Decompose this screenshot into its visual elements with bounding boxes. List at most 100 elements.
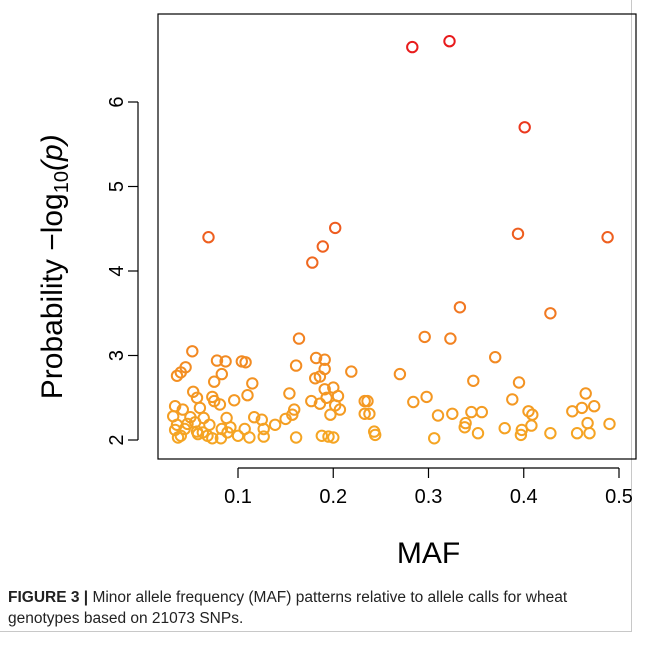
data-point	[363, 407, 376, 420]
data-point	[393, 367, 407, 381]
y-tick-label: 2	[106, 434, 128, 445]
y-ticks: 2 3 4 5 6	[106, 96, 138, 446]
data-point	[407, 395, 420, 409]
data-point	[522, 405, 535, 418]
data-point	[601, 231, 614, 244]
x-tick-label: 0.3	[415, 486, 443, 508]
figure-caption: FIGURE 3 | Minor allele frequency (MAF) …	[8, 587, 623, 629]
data-point	[506, 393, 519, 406]
data-point	[170, 369, 184, 382]
y-tick-label: 3	[106, 350, 128, 361]
data-point	[174, 366, 188, 379]
data-point	[196, 426, 210, 439]
data-point	[446, 407, 459, 420]
data-point	[525, 419, 538, 432]
data-point	[316, 240, 329, 253]
data-point	[279, 412, 292, 426]
data-point	[248, 411, 261, 424]
data-point	[318, 383, 331, 396]
caption-text: Minor allele frequency (MAF) patterns re…	[8, 589, 568, 627]
y-axis-title-suffix: (p)	[36, 134, 69, 171]
data-point	[327, 431, 340, 444]
data-point	[575, 401, 589, 415]
data-point	[202, 231, 215, 244]
data-point	[257, 430, 270, 443]
data-point	[431, 409, 445, 422]
data-point	[498, 422, 511, 435]
data-point	[570, 427, 584, 440]
data-point	[358, 407, 371, 420]
data-point	[283, 387, 296, 400]
data-point	[358, 394, 371, 408]
x-ticks: 0.1 0.2 0.3 0.4 0.5	[224, 468, 633, 508]
x-tick-label: 0.1	[224, 486, 252, 508]
data-point	[257, 422, 270, 436]
data-point	[475, 405, 488, 419]
plot-box	[157, 13, 637, 460]
y-axis-title-prefix: Probability −log	[36, 193, 69, 399]
data-point	[579, 387, 592, 400]
data-point	[465, 405, 478, 419]
data-point	[206, 432, 219, 445]
data-point	[318, 353, 331, 366]
data-point	[289, 359, 303, 372]
data-point	[369, 428, 382, 442]
x-tick-label: 0.4	[510, 486, 538, 508]
data-point	[221, 426, 234, 439]
data-point	[329, 221, 342, 235]
data-point	[228, 394, 241, 407]
data-point	[309, 351, 323, 365]
data-point	[345, 365, 358, 378]
data-point	[241, 389, 254, 402]
data-point	[239, 356, 252, 369]
data-point	[171, 431, 185, 444]
data-point	[514, 428, 528, 442]
data-point	[588, 400, 601, 413]
data-point	[186, 345, 199, 358]
data-points	[167, 35, 616, 445]
data-point	[190, 425, 204, 438]
data-point	[518, 121, 531, 134]
data-point	[471, 427, 485, 440]
y-axis-title: Probability −log10(p)	[36, 134, 73, 399]
y-tick-label: 5	[106, 181, 128, 192]
x-tick-label: 0.2	[319, 486, 347, 508]
data-point	[322, 430, 335, 443]
data-point	[444, 332, 457, 345]
data-point	[512, 376, 526, 389]
data-point	[306, 256, 319, 269]
data-point	[213, 398, 227, 411]
data-point	[428, 432, 441, 445]
data-point	[544, 307, 557, 320]
data-point	[583, 427, 596, 440]
data-point	[459, 416, 472, 430]
data-point	[333, 403, 347, 416]
y-axis-title-subscript: 10	[51, 171, 73, 193]
data-point	[324, 408, 337, 421]
data-point	[268, 418, 282, 431]
figure-label: FIGURE 3 |	[8, 589, 89, 606]
data-point	[208, 375, 221, 388]
data-point	[315, 429, 328, 442]
x-tick-label: 0.5	[605, 486, 633, 508]
y-tick-label: 6	[106, 96, 128, 107]
data-point	[406, 40, 419, 54]
data-point	[581, 416, 594, 430]
data-point	[219, 355, 232, 368]
data-point	[443, 35, 456, 48]
data-point	[544, 427, 557, 440]
data-point	[193, 401, 207, 415]
x-axis-title: MAF	[397, 537, 460, 570]
scatter-plot: 0.1 0.2 0.3 0.4 0.5 2 3 4 5 6 MAF Probability −l…	[36, 13, 637, 570]
data-point	[313, 370, 327, 383]
data-point	[243, 431, 256, 444]
data-point	[210, 354, 224, 367]
data-point	[453, 301, 467, 314]
data-point	[313, 397, 327, 410]
data-point	[603, 417, 616, 431]
data-point	[420, 390, 433, 404]
y-tick-label: 4	[106, 265, 128, 276]
data-point	[489, 351, 502, 364]
data-point	[511, 227, 525, 241]
data-point	[292, 332, 306, 345]
